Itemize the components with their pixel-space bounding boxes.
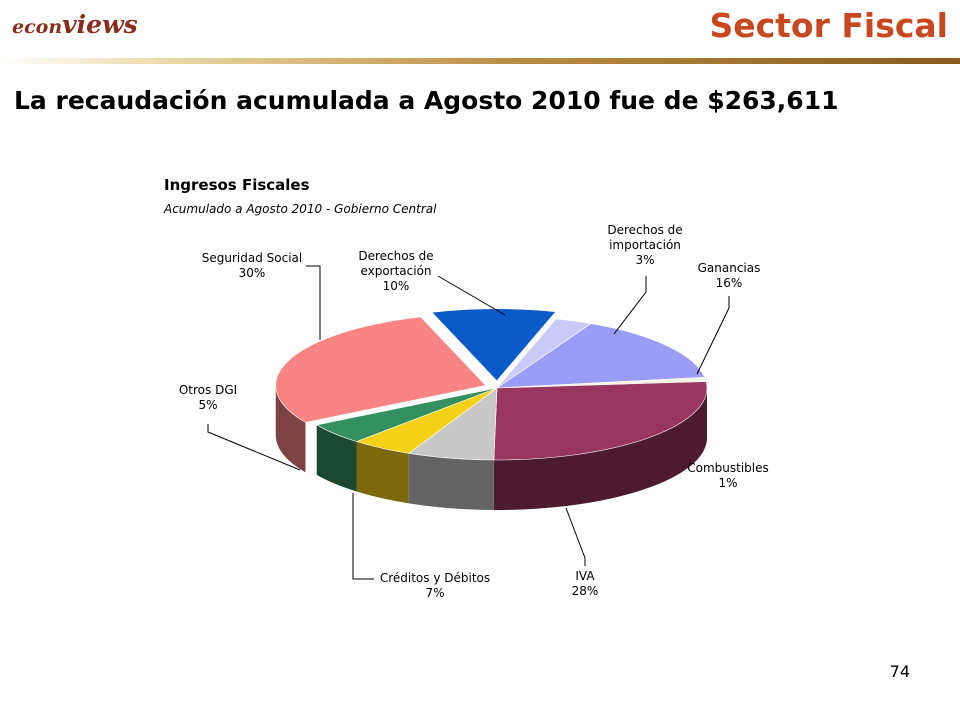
leader-line-5 <box>352 493 374 580</box>
slice-percent-8: 30% <box>239 266 266 280</box>
pie-tops <box>275 308 708 461</box>
slice-percent-5: 7% <box>425 586 444 600</box>
pie-side-7-0 <box>316 424 357 492</box>
pie-slice-2 <box>495 323 706 389</box>
pie-sides <box>275 385 707 510</box>
slice-percent-6: 5% <box>198 398 217 412</box>
pie-side-8-0 <box>275 385 306 473</box>
leader-line-8 <box>306 265 321 340</box>
slice-label-0-1: exportación <box>360 264 431 278</box>
leader-line-0 <box>437 275 506 316</box>
slice-label-3-0: Combustibles <box>687 461 769 475</box>
slice-percent-4: 28% <box>572 584 599 598</box>
slice-label-6-0: Otros DGI <box>179 383 237 397</box>
slice-label-5-0: Créditos y Débitos <box>380 571 490 585</box>
leader-line-6 <box>207 424 301 471</box>
page-number: 74 <box>889 662 910 681</box>
slice-percent-0: 10% <box>383 279 410 293</box>
section-title: Sector Fiscal <box>709 6 948 45</box>
header-divider <box>0 58 960 64</box>
leader-line-1 <box>613 276 647 335</box>
slice-label-2-0: Ganancias <box>698 261 761 275</box>
pie-side-4-0 <box>493 388 707 510</box>
pie-slice-8 <box>275 316 487 423</box>
pie-slice-4 <box>493 381 708 461</box>
logo-text-views: views <box>62 10 138 39</box>
pie-side-6-0 <box>356 441 409 504</box>
slice-percent-1: 3% <box>635 253 654 267</box>
slice-label-0-0: Derechos de <box>358 249 433 263</box>
econviews-logo: econviews <box>12 10 138 39</box>
slice-label-1-0: Derechos de <box>607 223 682 237</box>
pie-slice-7 <box>315 387 498 442</box>
pie-side-5-0 <box>408 453 494 510</box>
chart-title: Ingresos Fiscales <box>164 176 310 194</box>
slice-label-1-1: importación <box>609 238 681 252</box>
slice-percent-3: 1% <box>718 476 737 490</box>
slice-percent-2: 16% <box>716 276 743 290</box>
slice-label-4-0: IVA <box>575 569 595 583</box>
chart-subtitle: Acumulado a Agosto 2010 - Gobierno Centr… <box>163 202 437 216</box>
slide-headline: La recaudación acumulada a Agosto 2010 f… <box>14 86 839 115</box>
logo-text-econ: econ <box>12 16 63 38</box>
leader-line-4 <box>565 507 586 566</box>
slice-label-8-0: Seguridad Social <box>202 251 302 265</box>
leader-line-2 <box>696 296 730 375</box>
